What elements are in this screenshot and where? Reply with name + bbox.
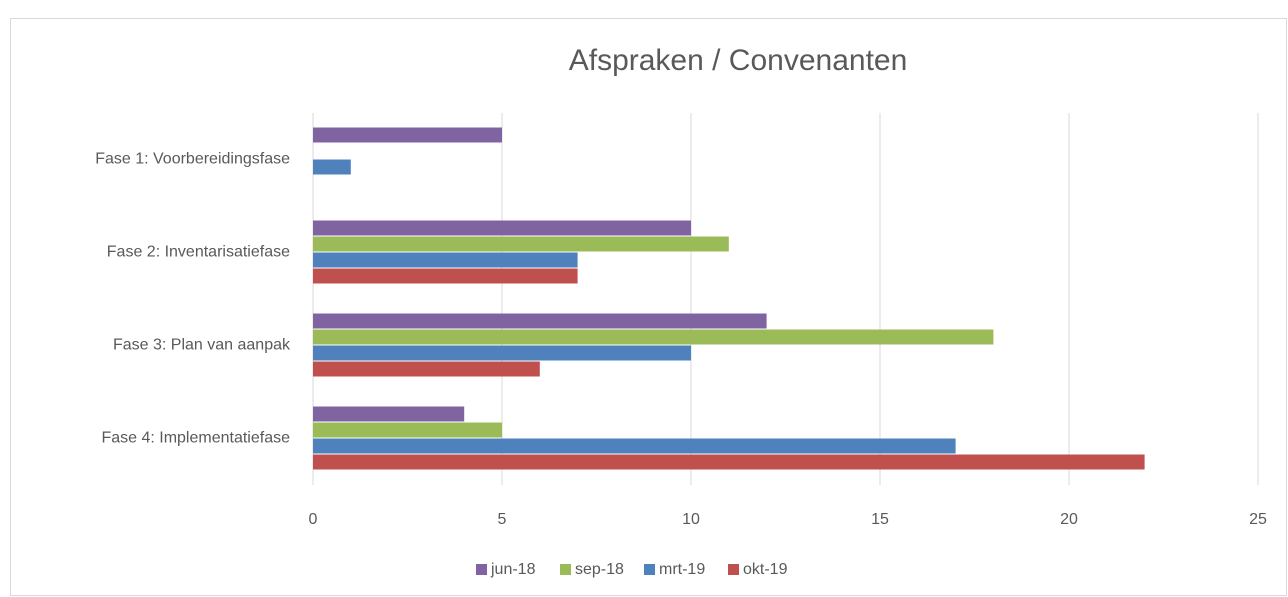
legend-swatch <box>644 564 655 575</box>
legend-swatch <box>476 564 487 575</box>
y-tick-label: Fase 4: Implementatiefase <box>101 430 290 447</box>
bar <box>313 438 956 454</box>
bar <box>313 220 691 236</box>
chart-title: Afspraken / Convenanten <box>569 44 908 77</box>
x-tick-label: 5 <box>498 511 507 528</box>
y-tick-label: Fase 3: Plan van aanpak <box>113 337 291 354</box>
chart-frame <box>10 18 1287 596</box>
x-tick-label: 25 <box>1249 511 1267 528</box>
x-tick-label: 20 <box>1060 511 1078 528</box>
legend-swatch <box>728 564 739 575</box>
legend-label: okt-19 <box>743 561 788 578</box>
legend-label: sep-18 <box>575 561 624 578</box>
bar <box>313 406 465 422</box>
bar <box>313 159 351 175</box>
bar <box>313 127 502 143</box>
y-tick-label: Fase 2: Inventarisatiefase <box>107 244 290 261</box>
x-tick-label: 15 <box>871 511 889 528</box>
legend-swatch <box>560 564 571 575</box>
bar <box>313 329 994 345</box>
x-tick-label: 10 <box>682 511 700 528</box>
legend-label: jun-18 <box>490 561 536 578</box>
y-tick-label: Fase 1: Voorbereidingsfase <box>95 151 290 168</box>
bar <box>313 252 578 268</box>
bar <box>313 236 729 252</box>
bar <box>313 345 691 361</box>
x-tick-label: 0 <box>309 511 318 528</box>
legend-label: mrt-19 <box>659 561 705 578</box>
bar <box>313 268 578 284</box>
bar <box>313 313 767 329</box>
bar <box>313 361 540 377</box>
bar <box>313 422 502 438</box>
bar <box>313 454 1145 470</box>
